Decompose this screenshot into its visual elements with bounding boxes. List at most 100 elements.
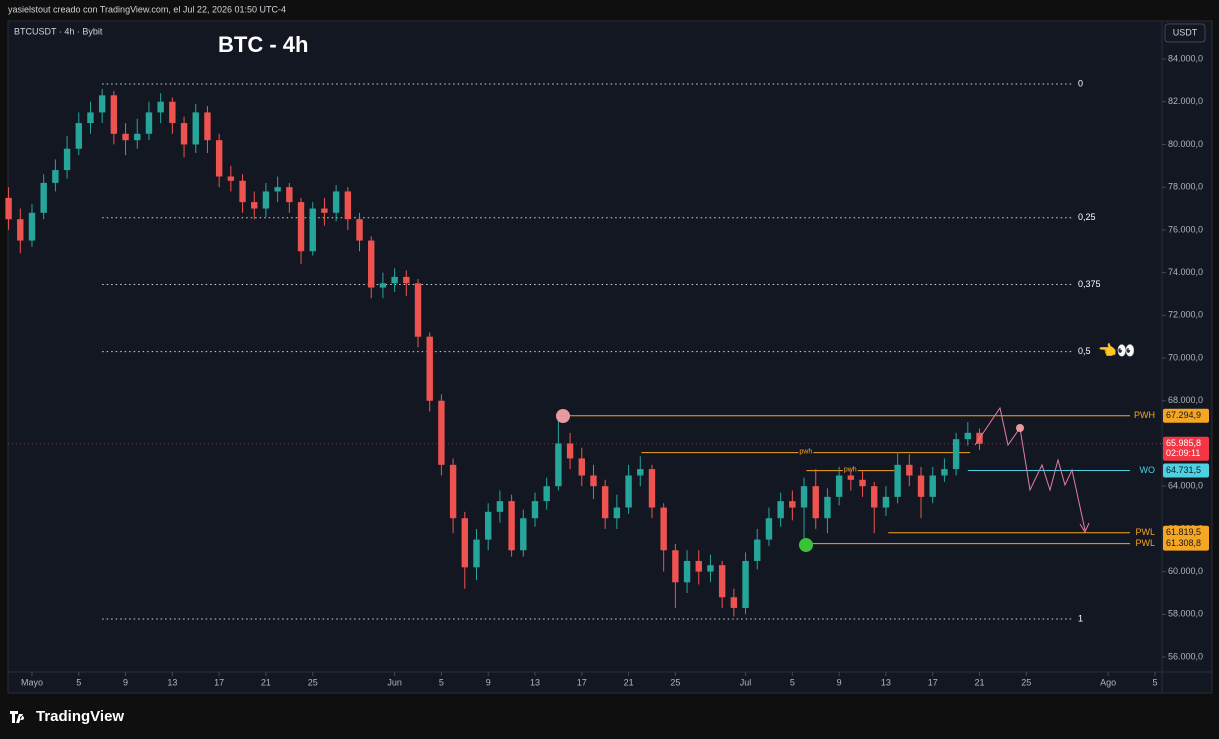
candle-body [251,202,258,209]
candle-body [473,539,480,568]
logo: TradingView [10,708,124,725]
candle-body [391,276,398,284]
x-tick-label: 25 [308,677,318,687]
x-tick-label: 17 [214,677,224,687]
candle-body [274,187,281,192]
x-tick-label: 5 [790,677,795,687]
y-tick-label: 74.000,0 [1168,267,1203,277]
candle-body [859,479,866,487]
y-tick-label: 76.000,0 [1168,224,1203,234]
level-name: PWL [1135,538,1155,548]
y-tick-label: 84.000,0 [1168,53,1203,63]
candle-body [718,565,726,598]
candle-body [227,176,235,181]
candle-body [297,202,305,252]
y-tick-label: 82.000,0 [1168,96,1203,106]
candle-body [730,597,738,608]
candle-body [508,501,515,551]
candle-body [742,560,749,608]
y-tick-label: 68.000,0 [1168,395,1203,405]
candle-body [40,182,47,213]
candle-body [449,464,457,519]
chart-title: BTC - 4h [218,32,308,57]
candle-body [929,475,936,497]
y-tick-label: 80.000,0 [1168,139,1203,149]
y-tick-label: 56.000,0 [1168,651,1203,661]
price-tag [1163,408,1209,423]
candle-body [660,507,667,551]
x-tick-label: 25 [1021,677,1031,687]
price-tag-label: 64.731,5 [1166,465,1201,475]
y-tick-label: 60.000,0 [1168,566,1203,576]
candle-body [637,469,644,476]
countdown: 02:09:11 [1166,448,1200,458]
x-tick-label: 21 [261,677,271,687]
x-tick-label: 9 [837,677,842,687]
minor-level-label: pwh [799,448,812,455]
candle-body [356,219,363,241]
x-tick-label: Mayo [21,677,43,687]
candle-body [17,219,24,241]
level-name: WO [1140,465,1156,475]
candle-body [87,112,94,124]
candle-body [180,123,188,145]
candle-body [286,187,293,203]
candle-body [835,475,843,497]
price-tag-label: 65.985,8 [1166,438,1201,448]
price-tag-label: 67.294,9 [1166,410,1201,420]
candle-body [122,133,129,141]
candle-body [75,123,82,149]
candle-body [309,208,316,252]
candle-body [239,180,246,203]
high-marker [556,409,570,423]
candle-body [110,95,118,134]
currency: USDT [1173,27,1198,37]
x-tick-label: Ago [1100,677,1116,687]
candle-body [28,212,36,241]
candle-body [461,518,469,568]
candle-body [438,400,445,465]
candle-body [765,518,773,540]
x-tick-label: 17 [928,677,938,687]
candle-body [601,486,609,519]
fib-label: 0,5 [1078,346,1091,356]
x-tick-label: 17 [577,677,587,687]
x-tick-label: 5 [1152,677,1157,687]
candle-body [403,276,410,284]
brand: TradingView [36,708,124,725]
candle-body [695,560,702,572]
candle-body [964,432,972,440]
candle-body [824,496,831,519]
candle-body [754,539,761,561]
x-tick-label: 9 [486,677,491,687]
candle-body [63,148,71,171]
projection-arrow [1079,522,1090,534]
candle-body [379,283,387,288]
level-name: PWH [1134,410,1155,420]
candle-body [882,496,890,508]
candle-body [368,240,375,288]
candle-body [98,95,106,113]
candle-body [134,133,141,141]
candle-body [917,475,925,497]
x-tick-label: Jul [740,677,752,687]
price-tag [1163,536,1209,551]
candle-body [344,191,352,220]
low-marker [799,538,813,552]
candle-body [648,469,656,508]
candle-body [952,439,960,470]
candle-body [496,501,504,512]
y-tick-label: 70.000,0 [1168,352,1203,362]
candle-body [192,112,199,145]
candle-body [613,507,621,519]
projection [974,406,1086,531]
candle-body [321,208,328,213]
candle-body [169,101,176,124]
currency-button[interactable] [1164,23,1206,43]
candle-body [847,475,855,480]
minor-level-label: pwh [844,466,857,473]
target-marker [1016,424,1024,432]
candle-body [707,565,714,572]
